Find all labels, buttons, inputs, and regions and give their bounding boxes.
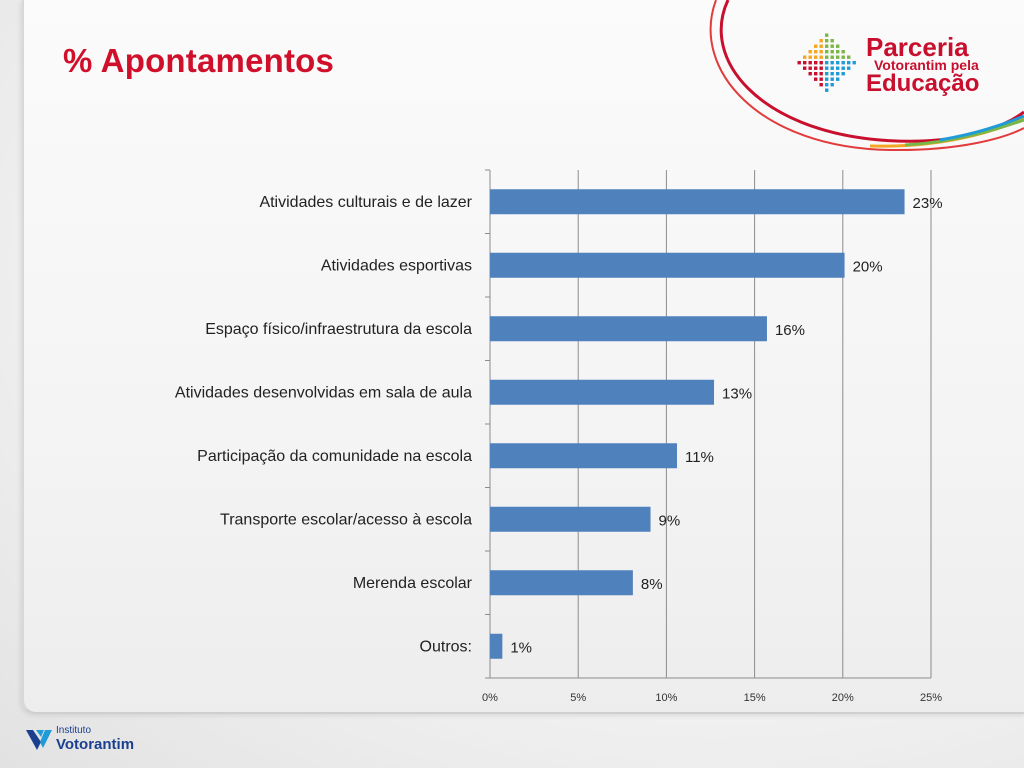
data-label: 20%	[853, 258, 883, 275]
data-label: 8%	[641, 576, 663, 593]
bar	[490, 252, 845, 278]
category-label: Transporte escolar/acesso à escola	[220, 511, 472, 528]
x-tick-label: 0%	[482, 692, 498, 704]
bar	[490, 443, 677, 469]
bar	[490, 506, 651, 532]
logo-parceria: Parceria	[866, 32, 969, 62]
footer-logo-votorantim: Votorantim	[56, 736, 135, 753]
category-label: Espaço físico/infraestrutura da escola	[205, 321, 472, 338]
bar	[490, 379, 715, 405]
category-label: Atividades culturais e de lazer	[259, 194, 472, 211]
data-label: 13%	[722, 385, 752, 402]
data-label: 9%	[659, 512, 681, 529]
bar	[490, 189, 905, 215]
x-tick-label: 5%	[570, 692, 586, 704]
category-label: Participação da comunidade na escola	[197, 448, 472, 465]
instituto-votorantim-icon	[26, 730, 52, 750]
x-tick-label: 20%	[832, 692, 854, 704]
logo-educacao: Educação	[866, 70, 980, 97]
data-label: 16%	[775, 322, 805, 339]
category-label: Atividades esportivas	[321, 257, 472, 274]
data-label: 11%	[685, 449, 714, 466]
x-tick-label: 10%	[655, 692, 677, 704]
logo-votorantim-pela: Votorantim pela	[874, 57, 979, 73]
x-tick-label: 25%	[920, 692, 942, 704]
decorative-swoosh	[709, 0, 1024, 152]
data-label: 1%	[510, 639, 532, 656]
footer-logo-instituto: Instituto	[56, 725, 92, 736]
category-label: Merenda escolar	[353, 575, 473, 592]
bar	[490, 570, 633, 596]
slide-title: % Apontamentos	[63, 42, 335, 79]
bar	[490, 633, 503, 659]
category-label: Outros:	[420, 638, 472, 655]
bar	[490, 316, 767, 342]
x-tick-label: 15%	[744, 692, 766, 704]
category-label: Atividades desenvolvidas em sala de aula	[175, 384, 472, 401]
data-label: 23%	[913, 195, 943, 212]
parceria-logo-icon	[797, 33, 856, 92]
